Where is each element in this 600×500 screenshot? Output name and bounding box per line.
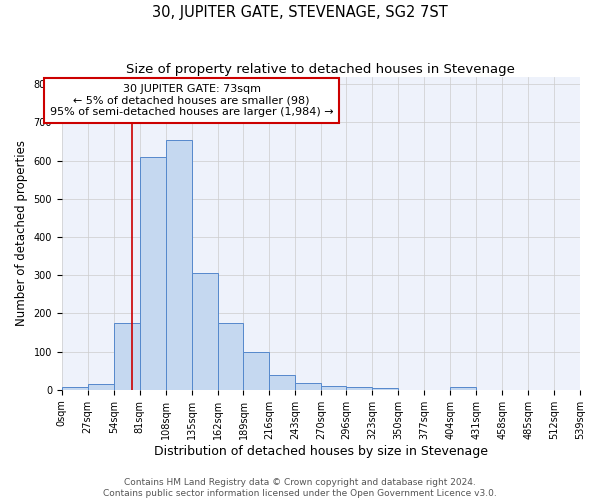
Bar — [244, 352, 269, 390]
Text: 30, JUPITER GATE, STEVENAGE, SG2 7ST: 30, JUPITER GATE, STEVENAGE, SG2 7ST — [152, 5, 448, 20]
Bar — [62, 387, 88, 390]
Bar — [373, 388, 398, 390]
Text: Contains HM Land Registry data © Crown copyright and database right 2024.
Contai: Contains HM Land Registry data © Crown c… — [103, 478, 497, 498]
Bar — [322, 386, 346, 390]
Bar — [450, 387, 476, 390]
Bar — [295, 383, 322, 390]
Bar — [88, 384, 113, 390]
X-axis label: Distribution of detached houses by size in Stevenage: Distribution of detached houses by size … — [154, 444, 488, 458]
Bar — [269, 374, 295, 390]
Bar — [140, 157, 166, 390]
Text: 30 JUPITER GATE: 73sqm
← 5% of detached houses are smaller (98)
95% of semi-deta: 30 JUPITER GATE: 73sqm ← 5% of detached … — [50, 84, 334, 117]
Bar — [113, 323, 140, 390]
Bar — [191, 274, 218, 390]
Bar — [218, 323, 244, 390]
Title: Size of property relative to detached houses in Stevenage: Size of property relative to detached ho… — [127, 62, 515, 76]
Y-axis label: Number of detached properties: Number of detached properties — [15, 140, 28, 326]
Bar — [166, 140, 191, 390]
Bar — [346, 387, 373, 390]
